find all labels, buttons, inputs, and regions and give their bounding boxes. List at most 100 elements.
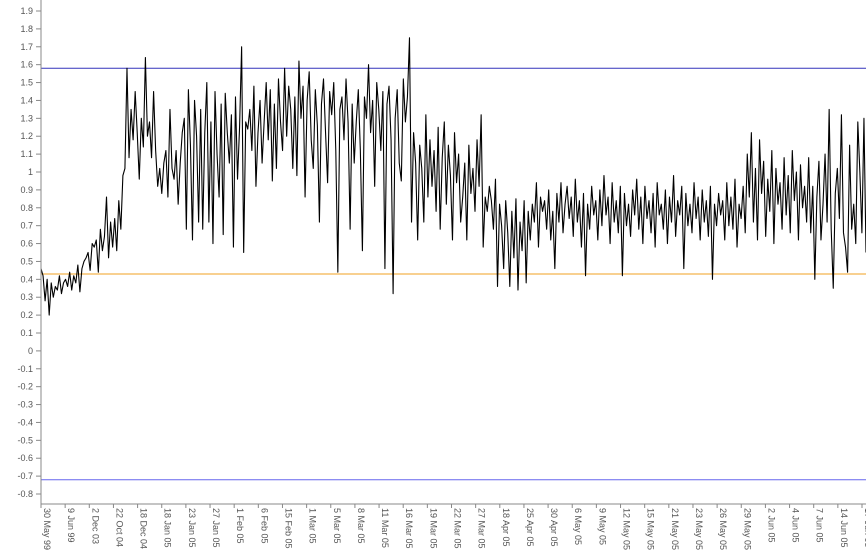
y-tick: 1.2 <box>20 131 41 141</box>
x-tick-label: 22 Oct 04 <box>114 508 124 547</box>
y-tick: 0.1 <box>20 328 41 338</box>
x-tick-label: 14 Jun 05 <box>839 508 849 548</box>
x-tick: 1 Feb 05 <box>233 504 245 544</box>
y-tick: 0.3 <box>20 292 41 302</box>
y-tick-label: 1 <box>28 167 33 177</box>
y-tick-label: 0 <box>28 346 33 356</box>
y-tick-label: -0.5 <box>17 435 33 445</box>
x-tick-label: 27 Mar 05 <box>477 508 487 549</box>
y-tick: -0.3 <box>17 400 41 410</box>
y-tick-label: -0.7 <box>17 471 33 481</box>
x-tick: 22 Oct 04 <box>112 504 124 547</box>
x-tick: 12 May 05 <box>620 504 632 550</box>
x-tick: 15 May 05 <box>644 504 656 550</box>
x-tick: 6 Feb 05 <box>257 504 269 544</box>
x-tick-label: 8 Mar 05 <box>356 508 366 544</box>
x-tick-label: 19 Mar 05 <box>428 508 438 549</box>
y-tick: -0.5 <box>17 435 41 445</box>
x-tick: 9 Jun 99 <box>64 504 76 543</box>
y-tick-label: 0.7 <box>20 221 33 231</box>
y-tick-label: 0.5 <box>20 256 33 266</box>
y-tick-label: -0.8 <box>17 489 33 499</box>
x-tick-label: 15 Feb 05 <box>283 508 293 549</box>
y-tick: -0.1 <box>17 364 41 374</box>
y-tick-label: 0.1 <box>20 328 33 338</box>
y-tick: 1.6 <box>20 60 41 70</box>
x-tick: 15 Feb 05 <box>281 504 293 549</box>
y-tick-label: -0.6 <box>17 453 33 463</box>
series-group <box>40 37 866 316</box>
y-tick: 1.5 <box>20 78 41 88</box>
x-tick-label: 15 May 05 <box>646 508 656 550</box>
x-tick-label: 29 May 05 <box>742 508 752 550</box>
y-tick: 1.9 <box>20 6 41 16</box>
x-tick: 29 May 05 <box>740 504 752 550</box>
x-tick-label: 7 Jun 05 <box>815 508 825 543</box>
x-tick: 16 Mar 05 <box>402 504 414 549</box>
x-tick-label: 12 May 05 <box>622 508 632 550</box>
x-tick: 2 Dec 03 <box>88 504 100 544</box>
x-tick-label: 18 Jan 05 <box>163 508 173 548</box>
x-tick: 18 Dec 04 <box>137 504 149 549</box>
y-tick: -0.6 <box>17 453 41 463</box>
y-tick-label: 1.6 <box>20 60 33 70</box>
x-tick-label: 21 May 05 <box>670 508 680 550</box>
y-tick: 0.6 <box>20 239 41 249</box>
x-tick-label: 11 Mar 05 <box>380 508 390 548</box>
x-tick: 21 May 05 <box>668 504 680 550</box>
y-tick: 1.4 <box>20 95 41 105</box>
x-tick: 2 Jun 05 <box>764 504 776 543</box>
x-tick: 30 May 99 <box>40 504 52 550</box>
y-tick-label: 0.3 <box>20 292 33 302</box>
x-tick-label: 9 May 05 <box>597 508 607 545</box>
y-tick: -0.2 <box>17 382 41 392</box>
y-tick-label: -0.2 <box>17 382 33 392</box>
x-tick: 11 Mar 05 <box>378 504 390 548</box>
x-tick-label: 9 Jun 99 <box>66 508 76 543</box>
y-tick-label: -0.4 <box>17 417 33 427</box>
y-tick-label: 0.2 <box>20 310 33 320</box>
x-tick: 25 Apr 05 <box>523 504 535 547</box>
x-tick: 30 Apr 05 <box>547 504 559 547</box>
x-tick: 19 Mar 05 <box>426 504 438 549</box>
reference-lines <box>41 67 866 481</box>
y-tick: -0.4 <box>17 417 41 427</box>
x-tick-label: 30 May 99 <box>42 508 52 550</box>
x-tick-label: 6 Feb 05 <box>259 508 269 544</box>
x-tick-label: 27 Jan 05 <box>211 508 221 548</box>
x-tick: 27 Jan 05 <box>209 504 221 548</box>
y-tick: 0.9 <box>20 185 41 195</box>
x-tick: 26 May 05 <box>716 504 728 550</box>
y-tick-label: 0.6 <box>20 239 33 249</box>
x-tick-label: 18 Dec 04 <box>139 508 149 549</box>
x-tick-label: 30 Apr 05 <box>549 508 559 547</box>
y-tick: 1.3 <box>20 113 41 123</box>
y-tick: -0.7 <box>17 471 41 481</box>
x-tick: 7 Jun 05 <box>813 504 825 543</box>
y-axis: 1.9 1.8 1.7 1.6 1.5 1.4 1.3 1.2 1.1 1 0.9 0.8 0.7 0.6… <box>17 0 42 504</box>
x-tick: 4 Jun 05 <box>789 504 801 543</box>
x-tick: 27 Mar 05 <box>475 504 487 549</box>
x-tick: 8 Mar 05 <box>354 504 366 544</box>
y-tick-label: 1.1 <box>20 149 33 159</box>
y-tick: 1.8 <box>20 24 41 34</box>
x-tick-label: 22 Mar 05 <box>453 508 463 549</box>
y-tick-label: -0.1 <box>17 364 33 374</box>
x-tick-label: 1 Feb 05 <box>235 508 245 544</box>
y-tick: 0.5 <box>20 256 41 266</box>
x-tick-label: 5 Mar 05 <box>332 508 342 544</box>
y-tick-label: 1.8 <box>20 24 33 34</box>
x-tick: 23 Jan 05 <box>185 504 197 548</box>
x-tick-label: 2 Jun 05 <box>766 508 776 543</box>
y-tick: 1.7 <box>20 42 41 52</box>
x-tick-label: 25 Apr 05 <box>525 508 535 547</box>
y-tick-label: 1.3 <box>20 113 33 123</box>
x-tick-label: 1 Mar 05 <box>308 508 318 544</box>
y-tick: 0.7 <box>20 221 41 231</box>
x-tick: 17 Jun 05 <box>861 504 866 548</box>
y-tick: 0.8 <box>20 203 41 213</box>
x-tick: 6 May 05 <box>571 504 583 545</box>
x-tick: 9 May 05 <box>595 504 607 545</box>
y-tick: 1.1 <box>20 149 41 159</box>
